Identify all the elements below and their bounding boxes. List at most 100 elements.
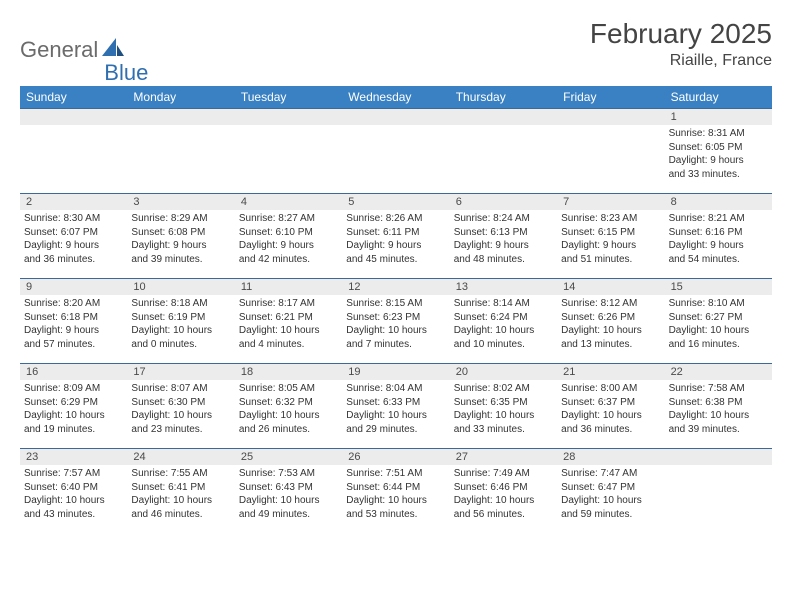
- detail-line: Sunrise: 8:18 AM: [131, 297, 230, 311]
- calendar-cell: 4Sunrise: 8:27 AMSunset: 6:10 PMDaylight…: [235, 194, 342, 278]
- detail-line: Daylight: 9 hours: [239, 239, 338, 253]
- detail-line: Daylight: 10 hours: [454, 409, 553, 423]
- day-details: Sunrise: 8:20 AMSunset: 6:18 PMDaylight:…: [24, 297, 123, 351]
- detail-line: Sunset: 6:30 PM: [131, 396, 230, 410]
- detail-line: and 49 minutes.: [239, 508, 338, 522]
- detail-line: Daylight: 10 hours: [131, 324, 230, 338]
- detail-line: Sunrise: 8:27 AM: [239, 212, 338, 226]
- detail-line: Sunrise: 8:30 AM: [24, 212, 123, 226]
- detail-line: and 51 minutes.: [561, 253, 660, 267]
- day-details: Sunrise: 8:09 AMSunset: 6:29 PMDaylight:…: [24, 382, 123, 436]
- detail-line: Daylight: 10 hours: [131, 494, 230, 508]
- sail-icon: [102, 38, 124, 63]
- calendar-cell: 19Sunrise: 8:04 AMSunset: 6:33 PMDayligh…: [342, 364, 449, 448]
- detail-line: and 54 minutes.: [669, 253, 768, 267]
- detail-line: Sunrise: 8:29 AM: [131, 212, 230, 226]
- day-details: Sunrise: 8:02 AMSunset: 6:35 PMDaylight:…: [454, 382, 553, 436]
- detail-line: Daylight: 10 hours: [669, 324, 768, 338]
- calendar-cell: 18Sunrise: 8:05 AMSunset: 6:32 PMDayligh…: [235, 364, 342, 448]
- detail-line: and 59 minutes.: [561, 508, 660, 522]
- detail-line: and 46 minutes.: [131, 508, 230, 522]
- day-header: Saturday: [665, 86, 772, 108]
- detail-line: Daylight: 10 hours: [239, 409, 338, 423]
- day-header: Friday: [557, 86, 664, 108]
- detail-line: and 42 minutes.: [239, 253, 338, 267]
- detail-line: Sunrise: 8:10 AM: [669, 297, 768, 311]
- calendar-cell: [127, 109, 234, 193]
- detail-line: Sunrise: 7:51 AM: [346, 467, 445, 481]
- day-header: Tuesday: [235, 86, 342, 108]
- detail-line: and 16 minutes.: [669, 338, 768, 352]
- calendar: SundayMondayTuesdayWednesdayThursdayFrid…: [20, 86, 772, 533]
- day-details: Sunrise: 8:31 AMSunset: 6:05 PMDaylight:…: [669, 127, 768, 181]
- day-number: 16: [20, 364, 127, 380]
- detail-line: Sunset: 6:43 PM: [239, 481, 338, 495]
- detail-line: Sunset: 6:29 PM: [24, 396, 123, 410]
- detail-line: and 53 minutes.: [346, 508, 445, 522]
- calendar-cell: 5 Sunrise: 8:26 AMSunset: 6:11 PMDaylight…: [342, 194, 449, 278]
- detail-line: Daylight: 9 hours: [131, 239, 230, 253]
- detail-line: Daylight: 10 hours: [561, 409, 660, 423]
- detail-line: and 33 minutes.: [454, 423, 553, 437]
- day-details: Sunrise: 7:55 AMSunset: 6:41 PMDaylight:…: [131, 467, 230, 521]
- day-details: Sunrise: 8:04 AMSunset: 6:33 PMDaylight:…: [346, 382, 445, 436]
- day-details: Sunrise: 7:53 AMSunset: 6:43 PMDaylight:…: [239, 467, 338, 521]
- day-number: 5: [342, 194, 449, 210]
- detail-line: Sunset: 6:47 PM: [561, 481, 660, 495]
- calendar-cell: 9Sunrise: 8:20 AMSunset: 6:18 PMDaylight…: [20, 279, 127, 363]
- day-details: Sunrise: 8:05 AMSunset: 6:32 PMDaylight:…: [239, 382, 338, 436]
- day-number: 4: [235, 194, 342, 210]
- detail-line: Daylight: 9 hours: [346, 239, 445, 253]
- detail-line: and 33 minutes.: [669, 168, 768, 182]
- calendar-cell: [450, 109, 557, 193]
- day-number: [450, 109, 557, 125]
- day-details: Sunrise: 8:07 AMSunset: 6:30 PMDaylight:…: [131, 382, 230, 436]
- day-details: Sunrise: 8:15 AMSunset: 6:23 PMDaylight:…: [346, 297, 445, 351]
- detail-line: Sunrise: 8:02 AM: [454, 382, 553, 396]
- calendar-body: 1 Sunrise: 8:31 AMSunset: 6:05 PMDaylight…: [20, 108, 772, 533]
- day-number: [665, 449, 772, 465]
- day-number: 22: [665, 364, 772, 380]
- detail-line: Sunset: 6:05 PM: [669, 141, 768, 155]
- page-title: February 2025: [590, 18, 772, 50]
- day-number: 14: [557, 279, 664, 295]
- calendar-cell: 20Sunrise: 8:02 AMSunset: 6:35 PMDayligh…: [450, 364, 557, 448]
- detail-line: Daylight: 9 hours: [561, 239, 660, 253]
- page: General Blue February 2025 Riaille, Fran…: [0, 0, 792, 551]
- detail-line: Sunset: 6:18 PM: [24, 311, 123, 325]
- day-number: [235, 109, 342, 125]
- calendar-week: 2Sunrise: 8:30 AMSunset: 6:07 PMDaylight…: [20, 193, 772, 278]
- detail-line: Sunset: 6:38 PM: [669, 396, 768, 410]
- calendar-cell: 14 Sunrise: 8:12 AMSunset: 6:26 PMDayligh…: [557, 279, 664, 363]
- detail-line: and 4 minutes.: [239, 338, 338, 352]
- calendar-cell: 3Sunrise: 8:29 AMSunset: 6:08 PMDaylight…: [127, 194, 234, 278]
- detail-line: Daylight: 9 hours: [24, 324, 123, 338]
- detail-line: and 23 minutes.: [131, 423, 230, 437]
- calendar-week: 16 Sunrise: 8:09 AMSunset: 6:29 PMDayligh…: [20, 363, 772, 448]
- detail-line: Daylight: 10 hours: [346, 409, 445, 423]
- day-number: 28: [557, 449, 664, 465]
- day-number: 13: [450, 279, 557, 295]
- calendar-cell: 24Sunrise: 7:55 AMSunset: 6:41 PMDayligh…: [127, 449, 234, 533]
- detail-line: Sunset: 6:24 PM: [454, 311, 553, 325]
- calendar-cell: 16 Sunrise: 8:09 AMSunset: 6:29 PMDayligh…: [20, 364, 127, 448]
- detail-line: Sunrise: 8:26 AM: [346, 212, 445, 226]
- detail-line: Daylight: 10 hours: [346, 494, 445, 508]
- day-details: Sunrise: 8:30 AMSunset: 6:07 PMDaylight:…: [24, 212, 123, 266]
- detail-line: Sunrise: 8:12 AM: [561, 297, 660, 311]
- detail-line: Sunrise: 8:20 AM: [24, 297, 123, 311]
- day-number: 7: [557, 194, 664, 210]
- day-number: 12: [342, 279, 449, 295]
- detail-line: Sunrise: 7:58 AM: [669, 382, 768, 396]
- day-number: 1: [665, 109, 772, 125]
- detail-line: Sunrise: 8:04 AM: [346, 382, 445, 396]
- day-details: Sunrise: 8:17 AMSunset: 6:21 PMDaylight:…: [239, 297, 338, 351]
- detail-line: Sunset: 6:44 PM: [346, 481, 445, 495]
- day-details: Sunrise: 8:21 AMSunset: 6:16 PMDaylight:…: [669, 212, 768, 266]
- day-details: Sunrise: 8:12 AMSunset: 6:26 PMDaylight:…: [561, 297, 660, 351]
- day-details: Sunrise: 8:26 AMSunset: 6:11 PMDaylight:…: [346, 212, 445, 266]
- detail-line: Sunrise: 8:00 AM: [561, 382, 660, 396]
- day-details: Sunrise: 8:24 AMSunset: 6:13 PMDaylight:…: [454, 212, 553, 266]
- detail-line: Sunset: 6:40 PM: [24, 481, 123, 495]
- detail-line: Sunrise: 7:57 AM: [24, 467, 123, 481]
